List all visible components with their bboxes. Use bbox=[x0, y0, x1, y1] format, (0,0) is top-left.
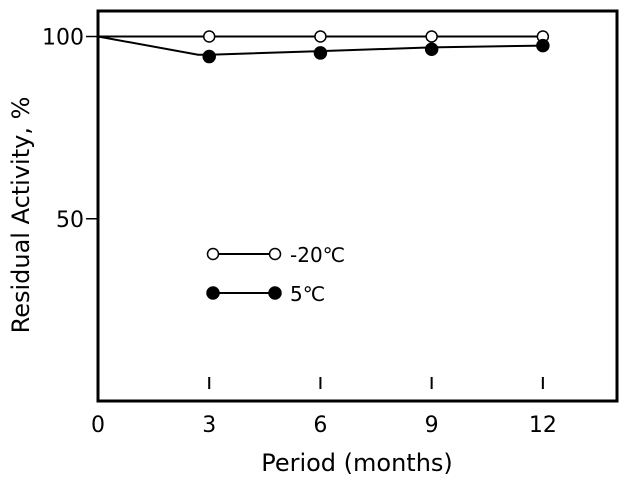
x-tick-label-0: 0 bbox=[91, 413, 105, 438]
series-1-point-x3 bbox=[202, 49, 216, 64]
x-tick-label-12: 12 bbox=[529, 413, 557, 438]
x-tick-label-9: 9 bbox=[425, 413, 439, 438]
plot-frame bbox=[96, 9, 619, 403]
legend-marker-1-1 bbox=[268, 286, 282, 300]
legend-label-0: -20℃ bbox=[290, 243, 345, 267]
y-tick-label-50: 50 bbox=[56, 208, 84, 233]
x-tick-label-6: 6 bbox=[313, 413, 327, 438]
legend-label-1: 5℃ bbox=[290, 282, 325, 306]
series-0-point-x9 bbox=[425, 30, 438, 43]
x-tick-label-3: 3 bbox=[202, 413, 216, 438]
series-0-point-x6 bbox=[314, 30, 327, 43]
series-0-point-x3 bbox=[202, 30, 216, 43]
x-axis-title: Period (months) bbox=[261, 449, 453, 477]
series-1-point-x12 bbox=[536, 38, 550, 53]
legend-marker-1-0 bbox=[206, 286, 220, 300]
y-axis-title: Residual Activity, % bbox=[7, 97, 35, 334]
series-1-point-x6 bbox=[313, 46, 328, 60]
series-1-point-x9 bbox=[424, 42, 439, 57]
x-axis-ticks: 0 3 6 9 12 bbox=[91, 377, 557, 438]
y-axis-ticks: 50 100 bbox=[42, 26, 98, 233]
legend-marker-0-0 bbox=[206, 247, 220, 261]
legend-marker-0-1 bbox=[268, 247, 282, 261]
legend: -20℃ 5℃ bbox=[206, 243, 345, 306]
y-tick-label-100: 100 bbox=[42, 26, 84, 51]
series-line-1 bbox=[97, 35, 543, 56]
series-layer bbox=[97, 30, 550, 64]
